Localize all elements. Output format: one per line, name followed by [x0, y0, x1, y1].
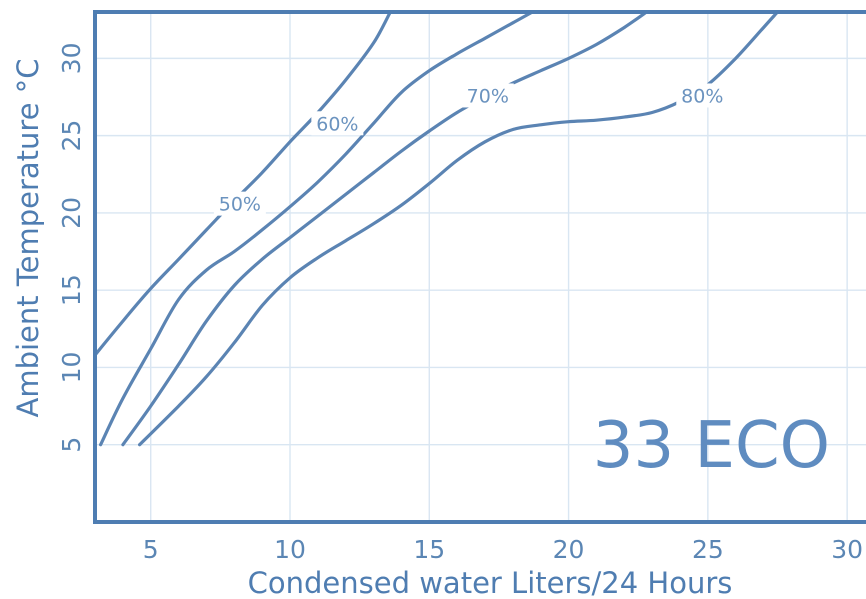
model-annotation: 33 ECO	[593, 409, 830, 483]
x-tick-label: 20	[553, 535, 585, 564]
curve-label-background	[461, 83, 514, 108]
grid-lines	[95, 12, 866, 522]
plot-frame	[93, 10, 866, 524]
curve-60-percent	[99, 10, 534, 447]
curve-label-background	[213, 191, 266, 216]
y-tick-label: 10	[57, 352, 86, 384]
curve-50-percent	[93, 10, 392, 357]
y-tick-label: 25	[57, 120, 86, 152]
curve-label: 60%	[316, 113, 358, 135]
curve-80-percent	[138, 10, 780, 447]
curve-70-percent	[121, 10, 649, 447]
curve-label-background	[676, 83, 729, 108]
curve-label-background	[311, 111, 364, 136]
y-axis-title: Ambient Temperature °C	[11, 58, 45, 417]
curve-label: 50%	[219, 194, 261, 216]
x-tick-label: 5	[143, 535, 159, 564]
x-axis-title: Condensed water Liters/24 Hours	[248, 566, 733, 599]
x-tick-label: 15	[413, 535, 445, 564]
y-tick-label: 30	[57, 42, 86, 74]
curves	[93, 10, 780, 447]
tick-labels: 5 10 15 20 25 30 5 10 15 20 25 30	[57, 42, 863, 564]
x-tick-label: 30	[831, 535, 863, 564]
curve-label: 70%	[467, 85, 509, 107]
curve-label: 80%	[681, 85, 723, 107]
y-tick-label: 5	[57, 437, 86, 453]
y-tick-label: 15	[57, 274, 86, 306]
x-tick-label: 10	[274, 535, 306, 564]
x-tick-label: 25	[692, 535, 724, 564]
y-tick-label: 20	[57, 197, 86, 229]
curve-labels: 50% 60% 70% 80%	[213, 83, 729, 216]
